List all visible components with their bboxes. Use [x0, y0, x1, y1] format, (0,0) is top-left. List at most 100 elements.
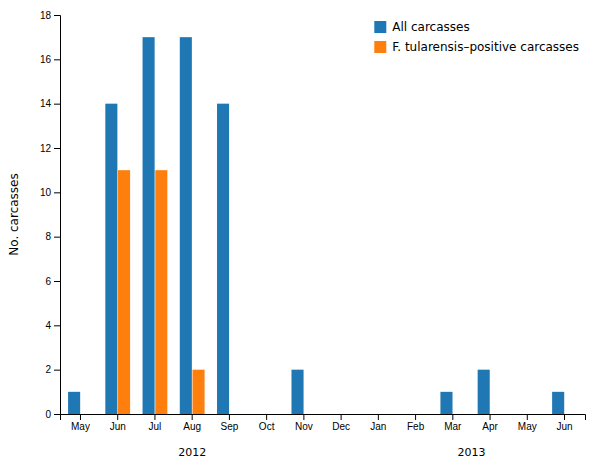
x-tick-mark — [527, 414, 528, 420]
x-tick-label: Sep — [221, 421, 239, 432]
y-tick: 0 — [45, 409, 60, 420]
x-tick-label: Aug — [183, 421, 201, 432]
plot: 0 2 4 6 8 10 12 14 16 18 May Jun Jul Aug Sep Oct Nov Dec J… — [7, 10, 586, 459]
y-tick: 14 — [40, 98, 60, 109]
x-tick: Jan — [370, 414, 386, 432]
y-tick-mark — [54, 370, 60, 371]
bar — [440, 392, 452, 414]
x-tick: Jun — [556, 414, 572, 432]
x-tick-label: Oct — [259, 421, 275, 432]
bar — [478, 370, 490, 414]
y-tick-mark — [54, 192, 60, 193]
x-tick-mark — [303, 414, 304, 420]
x-tick-mark — [415, 414, 416, 420]
x-tick: Aug — [183, 414, 201, 432]
x-tick-mark — [452, 414, 453, 420]
y-tick: 4 — [45, 320, 60, 331]
bar — [217, 104, 229, 414]
bar — [329, 414, 341, 415]
x-axis-line — [61, 415, 586, 421]
x-tick-label: Nov — [295, 421, 313, 432]
x-tick-label: Mar — [444, 421, 462, 432]
bar — [515, 414, 527, 415]
x-tick: May — [71, 414, 90, 432]
bar — [528, 414, 540, 415]
y-tick-label: 8 — [45, 231, 51, 242]
bar — [453, 414, 465, 415]
bar — [230, 414, 242, 415]
y-tick: 6 — [45, 276, 60, 287]
bar-series — [68, 37, 564, 414]
y-tick-label: 18 — [40, 10, 52, 21]
bar — [490, 414, 502, 415]
annotation: 2012 — [178, 446, 206, 459]
legend-swatch — [374, 41, 386, 53]
x-tick-label: Jun — [110, 421, 126, 432]
y-tick: 10 — [40, 187, 60, 198]
x-tick-label: Feb — [407, 421, 425, 432]
x-axis: May Jun Jul Aug Sep Oct Nov Dec Jan Feb Mar Apr May J… — [61, 414, 586, 432]
y-tick-mark — [54, 59, 60, 60]
legend-label: F. tularensis–positive carcasses — [392, 40, 579, 54]
x-tick-label: May — [518, 421, 537, 432]
bar — [254, 414, 266, 415]
y-tick-mark — [54, 325, 60, 326]
legend-item: F. tularensis–positive carcasses — [374, 40, 579, 54]
x-tick: May — [518, 414, 537, 432]
x-tick: Apr — [482, 414, 498, 432]
x-tick-mark — [80, 414, 81, 420]
y-tick-mark — [54, 414, 60, 415]
x-tick-label: Apr — [482, 421, 498, 432]
x-tick-label: May — [71, 421, 90, 432]
y-tick-label: 14 — [40, 98, 52, 109]
y-tick-mark — [54, 104, 60, 105]
y-tick-label: 4 — [45, 320, 51, 331]
bar-series — [118, 170, 205, 414]
y-axis-line — [54, 16, 61, 415]
y-tick: 18 — [40, 10, 60, 21]
x-tick: Jun — [110, 414, 126, 432]
bar — [143, 37, 155, 414]
x-tick: Nov — [295, 414, 313, 432]
bar — [366, 414, 378, 415]
bar — [105, 104, 117, 414]
bars — [68, 37, 564, 414]
bar — [118, 170, 130, 414]
legend-item: All carcasses — [374, 20, 469, 34]
y-tick-label: 16 — [40, 54, 52, 65]
x-tick-label: Jul — [149, 421, 162, 432]
x-tick-label: Dec — [332, 421, 350, 432]
x-tick-mark — [117, 414, 118, 420]
x-tick-mark — [490, 414, 491, 420]
bar — [81, 414, 93, 415]
bar — [304, 414, 316, 415]
annotation: 2013 — [457, 446, 485, 459]
y-tick-label: 12 — [40, 143, 52, 154]
bar — [180, 37, 192, 414]
bar — [155, 170, 167, 414]
x-tick: Jul — [149, 414, 162, 432]
x-tick-mark — [564, 414, 565, 420]
bar — [552, 392, 564, 414]
y-tick-label: 0 — [45, 409, 51, 420]
legend-label: All carcasses — [392, 20, 469, 34]
x-tick: Dec — [332, 414, 350, 432]
x-tick-label: Jan — [370, 421, 386, 432]
x-tick-mark — [378, 414, 379, 420]
x-tick: Oct — [259, 414, 275, 432]
bar — [192, 370, 204, 414]
y-tick: 16 — [40, 54, 60, 65]
bar — [379, 414, 391, 415]
y-axis: 0 2 4 6 8 10 12 14 16 18 — [40, 10, 61, 420]
x-tick-mark — [229, 414, 230, 420]
x-tick-mark — [154, 414, 155, 420]
y-tick: 2 — [45, 364, 60, 375]
x-tick-label: Jun — [556, 421, 572, 432]
y-tick-mark — [54, 237, 60, 238]
bar — [403, 414, 415, 415]
x-tick-mark — [192, 414, 193, 420]
chart: 0 2 4 6 8 10 12 14 16 18 May Jun Jul Aug Sep Oct Nov Dec J… — [0, 0, 600, 476]
bar — [267, 414, 279, 415]
bar — [291, 370, 303, 414]
y-axis-title: No. carcasses — [7, 173, 21, 255]
